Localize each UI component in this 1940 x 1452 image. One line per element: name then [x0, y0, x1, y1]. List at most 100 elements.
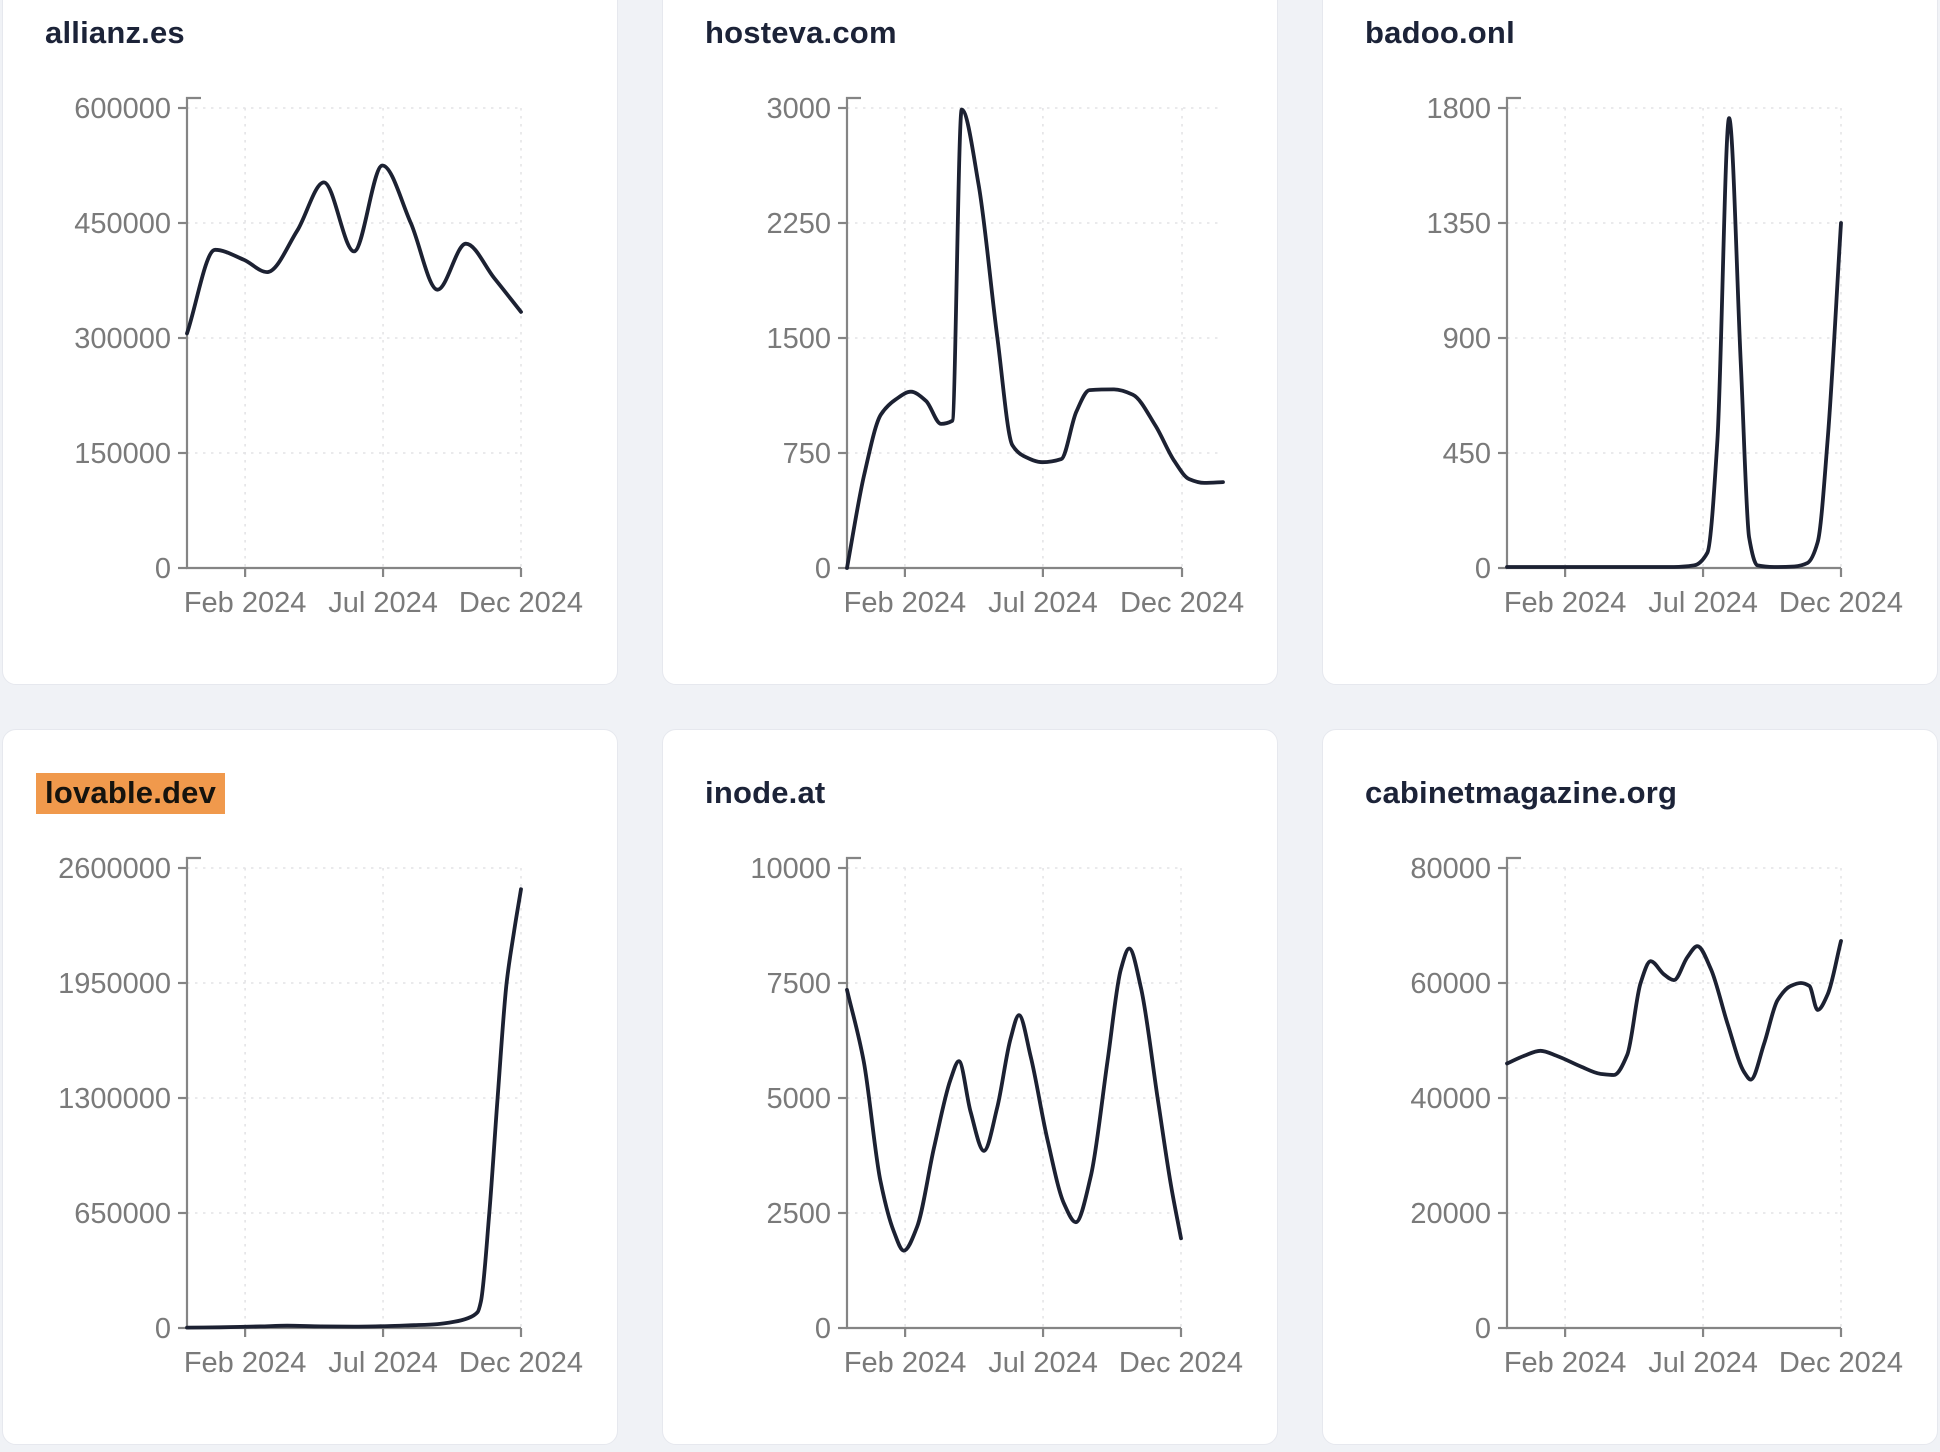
x-tick-label: Jul 2024 [1648, 1347, 1758, 1379]
tick-labels: 0 2500 5000 7500 10000 Feb 2024 Jul 2024 Dec 20… [750, 853, 1243, 1379]
domain-chart-card: badoo.onl 0 450 900 1350 1800 Feb 2024 Jul 202… [1322, 0, 1938, 685]
x-tick-label: Jul 2024 [988, 1347, 1098, 1379]
domain-title: badoo.onl [1365, 15, 1515, 50]
domain-title: lovable.dev [36, 773, 226, 814]
y-tick-label: 0 [1475, 553, 1491, 585]
y-tick-label: 0 [815, 553, 831, 585]
x-tick-label: Feb 2024 [1504, 1347, 1627, 1379]
x-tick-label: Feb 2024 [844, 587, 967, 619]
line-chart-svg: 0 20000 40000 60000 80000 Feb 2024 Jul 2024 Dec… [1410, 853, 1903, 1379]
gridlines [847, 107, 1223, 568]
card-title: inode.at [705, 774, 825, 812]
y-tick-label: 0 [815, 1313, 831, 1345]
domain-title: allianz.es [45, 15, 185, 50]
y-tick-label: 1800 [1426, 93, 1491, 125]
line-chart-svg: 0 750 1500 2250 3000 Feb 2024 Jul 2024 Dec 2024 [766, 93, 1244, 619]
y-tick-label: 1950000 [58, 968, 171, 1000]
domain-title: hosteva.com [705, 15, 897, 50]
x-tick-label: Jul 2024 [1648, 587, 1758, 619]
line-chart-svg: 0 450 900 1350 1800 Feb 2024 Jul 2024 Dec 2024 [1426, 93, 1903, 619]
tick-labels: 0 750 1500 2250 3000 Feb 2024 Jul 2024 Dec 2024 [766, 93, 1244, 619]
y-tick-label: 20000 [1410, 1198, 1491, 1230]
y-tick-label: 2500 [766, 1198, 831, 1230]
tick-labels: 0 450 900 1350 1800 Feb 2024 Jul 2024 Dec 2024 [1426, 93, 1903, 619]
y-tick-label: 10000 [750, 853, 831, 885]
x-tick-label: Dec 2024 [1779, 587, 1903, 619]
gridlines [1507, 107, 1842, 568]
y-tick-label: 80000 [1410, 853, 1491, 885]
series-line [185, 887, 523, 1330]
domain-title: cabinetmagazine.org [1365, 775, 1678, 810]
y-tick-label: 40000 [1410, 1083, 1491, 1115]
y-tick-label: 150000 [74, 438, 171, 470]
domain-chart-card: cabinetmagazine.org 0 20000 40000 60000 8000… [1322, 729, 1938, 1445]
y-tick-label: 0 [1475, 1313, 1491, 1345]
y-axis [845, 96, 1183, 570]
axes [838, 856, 1183, 1337]
card-title: allianz.es [45, 14, 185, 52]
x-tick-label: Feb 2024 [1504, 587, 1627, 619]
line-chart-svg: 0 150000 300000 450000 600000 Feb 2024 Jul 202… [74, 93, 583, 619]
domain-title: inode.at [705, 775, 826, 810]
tick-labels: 0 150000 300000 450000 600000 Feb 2024 Jul 202… [74, 93, 583, 619]
domain-chart-card: allianz.es 0 150000 300000 450000 600000 Feb … [2, 0, 618, 685]
y-tick-label: 650000 [74, 1198, 171, 1230]
y-tick-label: 1300000 [58, 1083, 171, 1115]
y-tick-label: 450000 [74, 208, 171, 240]
y-tick-label: 1350 [1426, 208, 1491, 240]
series-line [1505, 116, 1843, 569]
x-tick-label: Feb 2024 [844, 1347, 967, 1379]
series-line [185, 163, 523, 336]
domain-chart-card: hosteva.com 0 750 1500 2250 3000 Feb 2024 Jul … [662, 0, 1278, 685]
x-tick-label: Dec 2024 [1119, 1347, 1243, 1379]
y-tick-label: 0 [155, 553, 171, 585]
y-tick-label: 300000 [74, 323, 171, 355]
y-tick-label: 0 [155, 1313, 171, 1345]
series-line [1505, 939, 1843, 1082]
y-tick-label: 2250 [766, 208, 831, 240]
y-tick-label: 60000 [1410, 968, 1491, 1000]
x-tick-label: Feb 2024 [184, 1347, 307, 1379]
x-tick-label: Jul 2024 [988, 587, 1098, 619]
y-tick-label: 3000 [766, 93, 831, 125]
y-tick-label: 450 [1443, 438, 1491, 470]
gridlines [187, 107, 522, 568]
line-chart-svg: 0 2500 5000 7500 10000 Feb 2024 Jul 2024 Dec 20… [750, 853, 1243, 1379]
domain-chart-card: inode.at 0 2500 5000 7500 10000 Feb 2024 Jul 2… [662, 729, 1278, 1445]
series-line [845, 107, 1225, 570]
y-axis [1505, 856, 1841, 1330]
card-title: hosteva.com [705, 14, 897, 52]
x-tick-label: Feb 2024 [184, 587, 307, 619]
axes [838, 96, 1184, 577]
gridlines [847, 867, 1182, 1328]
tick-labels: 0 20000 40000 60000 80000 Feb 2024 Jul 2024 Dec… [1410, 853, 1903, 1379]
line-chart-svg: 0 650000 1300000 1950000 2600000 Feb 2024 Jul … [58, 853, 583, 1379]
x-tick-label: Dec 2024 [459, 1347, 583, 1379]
x-tick-label: Jul 2024 [328, 1347, 438, 1379]
y-axis [1505, 96, 1841, 570]
y-tick-label: 600000 [74, 93, 171, 125]
axes [1498, 856, 1843, 1337]
y-tick-label: 7500 [766, 968, 831, 1000]
tick-labels: 0 650000 1300000 1950000 2600000 Feb 2024 Jul … [58, 853, 583, 1379]
x-tick-label: Jul 2024 [328, 587, 438, 619]
gridlines [1507, 867, 1842, 1328]
y-axis [185, 96, 521, 570]
card-title: cabinetmagazine.org [1365, 774, 1677, 812]
y-tick-label: 900 [1443, 323, 1491, 355]
domain-chart-card: lovable.dev 0 650000 1300000 1950000 2600000… [2, 729, 618, 1445]
card-title: lovable.dev [36, 773, 226, 814]
y-axis [845, 856, 1181, 1330]
y-tick-label: 2600000 [58, 853, 171, 885]
x-tick-label: Dec 2024 [1120, 587, 1244, 619]
x-tick-label: Dec 2024 [459, 587, 583, 619]
y-tick-label: 750 [783, 438, 831, 470]
x-tick-label: Dec 2024 [1779, 1347, 1903, 1379]
y-tick-label: 5000 [766, 1083, 831, 1115]
gridlines [187, 867, 522, 1328]
y-axis [185, 856, 521, 1330]
y-tick-label: 1500 [766, 323, 831, 355]
series-line [845, 946, 1183, 1253]
card-title: badoo.onl [1365, 14, 1515, 52]
